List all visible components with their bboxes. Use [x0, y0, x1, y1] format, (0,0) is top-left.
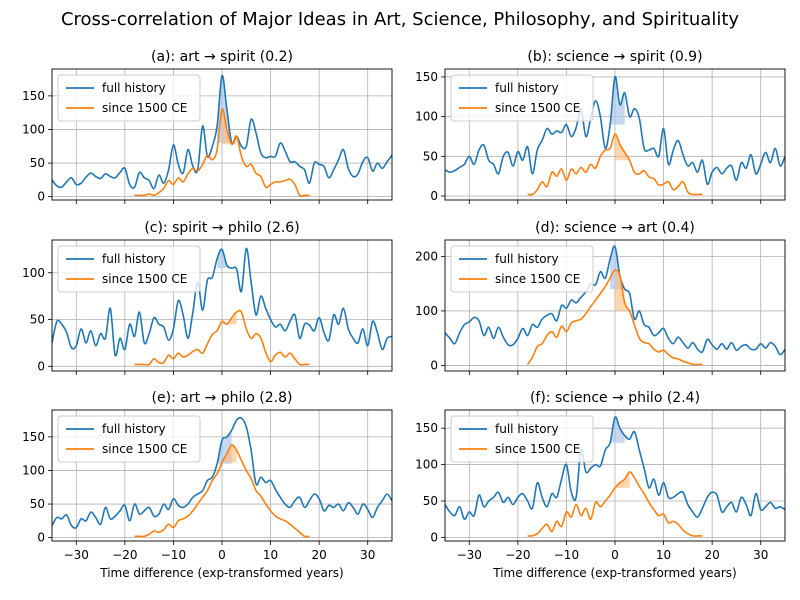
peak-shade — [610, 246, 625, 290]
x-axis-label: Time difference (exp-transformed years) — [492, 566, 737, 580]
xtick-label: 30 — [360, 548, 375, 562]
figure-title: Cross-correlation of Major Ideas in Art,… — [60, 9, 740, 30]
ytick-label: 0 — [430, 530, 438, 544]
ytick-label: 50 — [30, 497, 45, 511]
ytick-label: 0 — [430, 359, 438, 373]
subplot-4: 0 100 200 (d): science → art (0.4) full hist… — [415, 220, 786, 375]
legend: full history since 1500 CE — [450, 74, 594, 122]
xtick-label: −30 — [64, 548, 89, 562]
ytick-label: 200 — [415, 249, 438, 263]
legend-box — [57, 415, 201, 463]
legend-box — [450, 415, 594, 463]
ytick-label: 100 — [415, 110, 438, 124]
legend: full history since 1500 CE — [57, 74, 201, 122]
ytick-label: 50 — [423, 149, 438, 163]
subplot-2: 0 50 100 150 (b): science → spirit (0.9) full… — [415, 49, 786, 204]
subplot-1: 0 50 100 150 (a): art → spirit (0.2) full his… — [22, 49, 393, 204]
ytick-label: 50 — [30, 156, 45, 170]
peak-shade-since — [222, 444, 237, 463]
xtick-label: −20 — [505, 548, 530, 562]
subplot-3: 0 50 100 (c): spirit → philo (2.6) full hist… — [22, 220, 393, 375]
legend-label-since-1500: since 1500 CE — [102, 101, 187, 115]
subplot-6: 0 50 100 150 −30 −20 −10 0 10 20 30 (f): science → … — [415, 390, 786, 580]
xtick-label: −20 — [112, 548, 137, 562]
legend: full history since 1500 CE — [450, 245, 594, 293]
legend: full history since 1500 CE — [57, 245, 201, 293]
ytick-label: 100 — [22, 266, 45, 280]
peak-shade-since — [222, 109, 237, 145]
ytick-label: 0 — [37, 190, 45, 204]
legend-label-since-1500: since 1500 CE — [495, 272, 580, 286]
x-axis-label: Time difference (exp-transformed years) — [99, 566, 344, 580]
ytick-label: 150 — [415, 421, 438, 435]
ytick-label: 150 — [415, 70, 438, 84]
ytick-label: 0 — [430, 189, 438, 203]
subplot-title: (a): art → spirit (0.2) — [151, 49, 293, 65]
peak-shade-since — [615, 471, 630, 488]
subplot-title: (d): science → art (0.4) — [535, 220, 695, 236]
series-line-full-history — [445, 245, 785, 356]
legend-box — [450, 245, 594, 293]
series-line-since-1500 — [134, 444, 310, 538]
legend-box — [57, 245, 201, 293]
legend-label-since-1500: since 1500 CE — [495, 101, 580, 115]
series-line-since-1500 — [527, 471, 703, 537]
series-line-since-1500 — [527, 133, 703, 196]
series-line-full-history — [52, 74, 392, 190]
ytick-label: 50 — [30, 313, 45, 327]
ytick-label: 100 — [22, 122, 45, 136]
xtick-label: 10 — [656, 548, 671, 562]
xtick-label: 0 — [218, 548, 226, 562]
subplot-title: (c): spirit → philo (2.6) — [144, 220, 299, 236]
peak-shade-since — [615, 134, 630, 161]
series-line-full-history — [445, 76, 785, 186]
ytick-label: 150 — [22, 89, 45, 103]
xtick-label: 10 — [263, 548, 278, 562]
legend-label-since-1500: since 1500 CE — [495, 442, 580, 456]
xtick-label: −10 — [554, 548, 579, 562]
ytick-label: 50 — [423, 494, 438, 508]
series-line-since-1500 — [526, 269, 703, 366]
legend-label-full-history: full history — [495, 422, 559, 436]
legend-label-since-1500: since 1500 CE — [102, 442, 187, 456]
subplot-title: (b): science → spirit (0.9) — [527, 49, 702, 65]
legend-label-full-history: full history — [495, 252, 559, 266]
legend: full history since 1500 CE — [57, 415, 201, 463]
series-line-full-history — [445, 416, 785, 520]
xtick-label: 30 — [753, 548, 768, 562]
ytick-label: 100 — [22, 463, 45, 477]
ytick-label: 150 — [22, 430, 45, 444]
xtick-label: −30 — [457, 548, 482, 562]
ytick-label: 100 — [415, 304, 438, 318]
legend-label-full-history: full history — [495, 81, 559, 95]
ytick-label: 100 — [415, 458, 438, 472]
legend-box — [57, 74, 201, 122]
subplot-title: (e): art → philo (2.8) — [152, 390, 293, 406]
xtick-label: 20 — [312, 548, 327, 562]
subplot-title: (f): science → philo (2.4) — [530, 390, 700, 406]
series-line-since-1500 — [134, 108, 310, 197]
xtick-label: 0 — [611, 548, 619, 562]
legend-label-since-1500: since 1500 CE — [102, 272, 187, 286]
xtick-label: −10 — [161, 548, 186, 562]
subplot-5: 0 50 100 150 −30 −20 −10 0 10 20 30 (e): art → phil… — [22, 390, 393, 580]
legend-label-full-history: full history — [102, 252, 166, 266]
series-line-full-history — [52, 416, 392, 529]
legend-box — [450, 74, 594, 122]
xtick-label: 20 — [705, 548, 720, 562]
series-line-full-history — [52, 247, 392, 357]
series-line-since-1500 — [134, 309, 310, 366]
ytick-label: 0 — [37, 531, 45, 545]
ytick-label: 0 — [37, 359, 45, 373]
legend: full history since 1500 CE — [450, 415, 594, 463]
peak-shade-since — [222, 312, 237, 325]
legend-label-full-history: full history — [102, 81, 166, 95]
legend-label-full-history: full history — [102, 422, 166, 436]
